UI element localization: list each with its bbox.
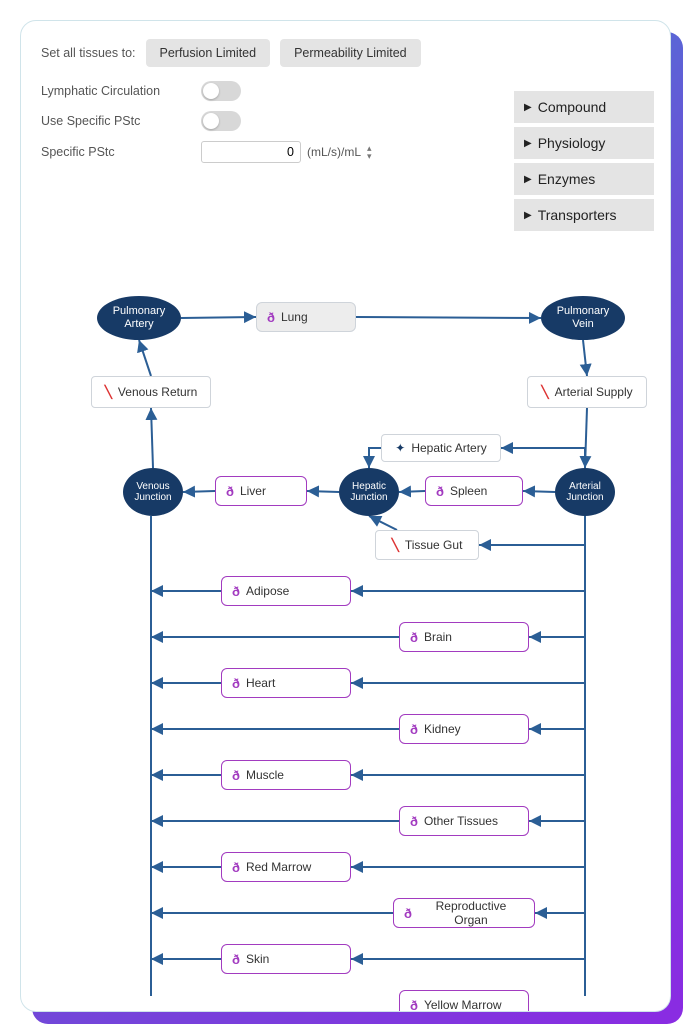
panel-physiology-label: Physiology: [538, 135, 606, 151]
node-arterial_supply[interactable]: ╲Arterial Supply: [527, 376, 647, 408]
set-all-label: Set all tissues to:: [41, 46, 136, 60]
node-liver[interactable]: ðLiver: [215, 476, 307, 506]
main-card: Set all tissues to: Perfusion Limited Pe…: [20, 20, 671, 1012]
set-all-row: Set all tissues to: Perfusion Limited Pe…: [41, 39, 650, 67]
panel-transporters[interactable]: ▶ Transporters: [514, 199, 654, 231]
node-venous_jct[interactable]: Venous Junction: [123, 468, 183, 516]
node-kidney[interactable]: ðKidney: [399, 714, 529, 744]
lymphatic-toggle[interactable]: [201, 81, 241, 101]
node-yellow_marrow[interactable]: ðYellow Marrow: [399, 990, 529, 1012]
node-brain[interactable]: ðBrain: [399, 622, 529, 652]
permeability-limited-button[interactable]: Permeability Limited: [280, 39, 421, 67]
node-arterial_jct[interactable]: Arterial Junction: [555, 468, 615, 516]
node-hepatic_jct[interactable]: Hepatic Junction: [339, 468, 399, 516]
panel-enzymes-label: Enzymes: [538, 171, 596, 187]
side-panel: ▶ Compound ▶ Physiology ▶ Enzymes ▶ Transpor…: [514, 91, 654, 231]
node-heart[interactable]: ðHeart: [221, 668, 351, 698]
node-repro[interactable]: ðReproductive Organ: [393, 898, 535, 928]
panel-compound-label: Compound: [538, 99, 607, 115]
perfusion-limited-button[interactable]: Perfusion Limited: [146, 39, 271, 67]
chevron-right-icon: ▶: [524, 102, 532, 113]
node-pulm_artery[interactable]: Pulmonary Artery: [97, 296, 181, 340]
node-skin[interactable]: ðSkin: [221, 944, 351, 974]
node-tissue_gut[interactable]: ╲Tissue Gut: [375, 530, 479, 560]
panel-compound[interactable]: ▶ Compound: [514, 91, 654, 123]
chevron-right-icon: ▶: [524, 174, 532, 185]
specific-pstc-label: Specific PStc: [41, 145, 201, 159]
panel-enzymes[interactable]: ▶ Enzymes: [514, 163, 654, 195]
use-pstc-label: Use Specific PStc: [41, 114, 201, 128]
specific-pstc-input[interactable]: [201, 141, 301, 163]
node-muscle[interactable]: ðMuscle: [221, 760, 351, 790]
chevron-right-icon: ▶: [524, 138, 532, 149]
panel-transporters-label: Transporters: [538, 207, 617, 223]
node-adipose[interactable]: ðAdipose: [221, 576, 351, 606]
pstc-stepper[interactable]: ▴▾: [367, 144, 372, 160]
node-venous_return[interactable]: ╲Venous Return: [91, 376, 211, 408]
node-spleen[interactable]: ðSpleen: [425, 476, 523, 506]
use-pstc-toggle[interactable]: [201, 111, 241, 131]
node-lung[interactable]: ðLung: [256, 302, 356, 332]
pbpk-diagram: Pulmonary Artery ðLung Pulmonary Vein ╲Veno…: [41, 276, 651, 996]
node-pulm_vein[interactable]: Pulmonary Vein: [541, 296, 625, 340]
panel-physiology[interactable]: ▶ Physiology: [514, 127, 654, 159]
node-other[interactable]: ðOther Tissues: [399, 806, 529, 836]
chevron-right-icon: ▶: [524, 210, 532, 221]
node-hep_artery[interactable]: ✦Hepatic Artery: [381, 434, 501, 462]
pstc-unit: (mL/s)/mL: [307, 145, 361, 159]
node-red_marrow[interactable]: ðRed Marrow: [221, 852, 351, 882]
lymphatic-label: Lymphatic Circulation: [41, 84, 201, 98]
